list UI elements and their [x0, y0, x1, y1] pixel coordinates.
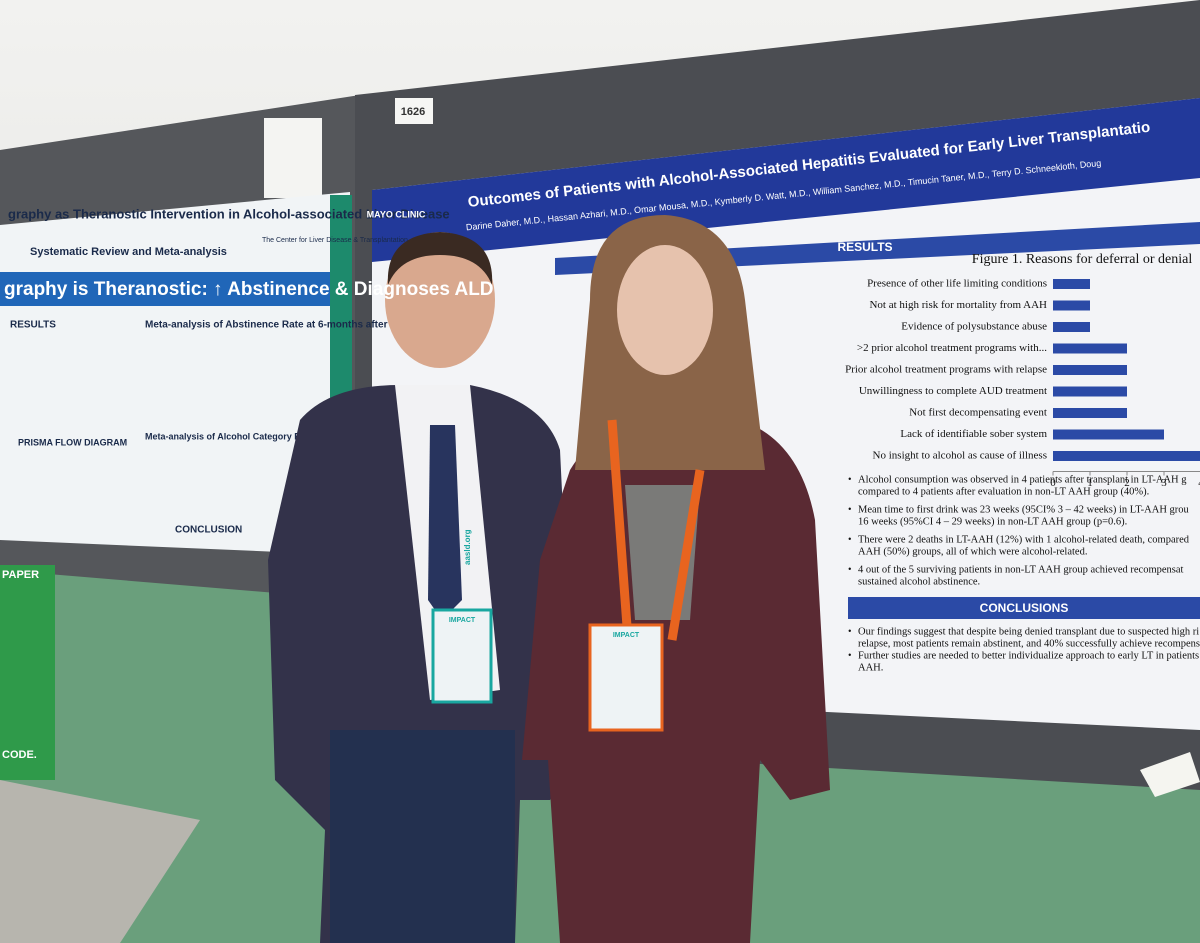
instruction-sheet — [264, 118, 322, 198]
bar — [1053, 451, 1200, 461]
cup — [1140, 752, 1200, 797]
conclusion-text: Further studies are needed to better ind… — [858, 650, 1199, 661]
bullet-dot: • — [848, 650, 852, 661]
floor — [0, 780, 200, 943]
bullet-text: compared to 4 patients after evaluation … — [858, 486, 1149, 497]
bar — [1053, 408, 1127, 418]
left-title: graphy as Theranostic Intervention in Al… — [8, 206, 450, 221]
category-label: Prior alcohol treatment programs with re… — [845, 364, 1047, 376]
bullet-text: AAH (50%) groups, all of which were alco… — [858, 546, 1087, 557]
woman-badge — [588, 623, 664, 732]
bar — [1053, 322, 1090, 332]
right-header — [372, 98, 1200, 262]
left-subtitle: Systematic Review and Meta-analysis — [30, 246, 227, 258]
conclusions-header: CONCLUSIONS — [980, 601, 1069, 615]
category-label: Not at high risk for mortality from AAH — [869, 299, 1047, 311]
bullet-text: Mean time to first drink was 23 weeks (9… — [858, 504, 1190, 515]
category-label: Not first decompensating event — [909, 407, 1047, 419]
x-tick-label: 1 — [1087, 477, 1093, 489]
bullet-dot: • — [848, 534, 852, 545]
man-badge-text: IMPACT — [449, 617, 476, 624]
category-label: Evidence of polysubstance abuse — [901, 321, 1047, 333]
x-tick-label: 2 — [1124, 477, 1130, 489]
category-label: Unwillingness to complete AUD treatment — [859, 385, 1047, 397]
bullet-text: 4 out of the 5 surviving patients in non… — [858, 564, 1184, 575]
man-face — [385, 232, 495, 368]
bullet-dot: • — [848, 564, 852, 575]
bullet-text: There were 2 deaths in LT-AAH (12%) with… — [858, 534, 1190, 545]
bullet-dot: • — [848, 474, 852, 485]
mayo-logo: MAYO CLINIC — [367, 209, 426, 219]
man-trousers — [330, 730, 515, 943]
conclusions-bar — [848, 597, 1200, 619]
bar — [1053, 279, 1090, 289]
bar — [1053, 300, 1090, 311]
left-logo: The Center for Liver Disease & Transplan… — [262, 237, 408, 244]
lanyard-text: aasld.org — [463, 529, 472, 565]
bar — [1053, 429, 1164, 440]
booth-card — [395, 98, 433, 124]
left-section: Meta-analysis of Alcohol Category Reduct… — [145, 431, 395, 441]
bullet-text: Alcohol consumption was observed in 4 pa… — [858, 474, 1187, 485]
woman-face — [617, 245, 713, 375]
bullet-text: sustained alcohol abstinence. — [858, 576, 980, 587]
results-header: RESULTS — [837, 240, 892, 254]
booth-number: 1626 — [401, 106, 425, 118]
bar — [1053, 343, 1127, 354]
left-side-strip — [330, 195, 352, 410]
left-section: RESULTS — [10, 320, 56, 331]
x-tick-label: 3 — [1161, 477, 1167, 489]
figure-title: Figure 1. Reasons for deferral or denial — [972, 252, 1193, 267]
left-section: CONCLUSION — [175, 525, 242, 536]
conclusion-text: Our findings suggest that despite being … — [858, 626, 1199, 637]
bar — [1053, 386, 1127, 397]
sign-board — [0, 565, 55, 780]
woman-lanyard — [607, 419, 705, 641]
category-label: Lack of identifiable sober system — [900, 428, 1047, 440]
bullet-dot: • — [848, 504, 852, 515]
bullet-dot: • — [848, 626, 852, 637]
man-hair — [387, 232, 493, 285]
category-label: >2 prior alcohol treatment programs with… — [857, 342, 1047, 354]
left-banner-text: graphy is Theranostic: ↑ Abstinence & Di… — [4, 279, 494, 300]
woman-badge-text: IMPACT — [613, 632, 640, 639]
left-section: PRISMA FLOW DIAGRAM — [18, 437, 127, 447]
left-section: Meta-analysis of Abstinence Rate at 6-mo… — [145, 320, 403, 331]
x-tick-label: 4 — [1198, 477, 1200, 489]
bar — [1053, 365, 1127, 375]
category-label: No insight to alcohol as cause of illnes… — [873, 450, 1047, 462]
sign-text: CODE. — [2, 749, 37, 761]
woman-suit — [522, 420, 830, 943]
man-tie — [428, 425, 462, 620]
conclusion-text: AAH. — [858, 662, 883, 673]
conclusion-text: relapse, most patients remain abstinent,… — [858, 638, 1200, 649]
left-banner — [0, 272, 330, 306]
man-badge — [431, 608, 493, 704]
category-label: Presence of other life limiting conditio… — [867, 278, 1047, 290]
sign-text: PAPER — [2, 569, 39, 581]
bullet-text: 16 weeks (95%CI 4 – 29 weeks) in non-LT … — [858, 516, 1127, 527]
x-tick-label: 0 — [1050, 477, 1056, 489]
